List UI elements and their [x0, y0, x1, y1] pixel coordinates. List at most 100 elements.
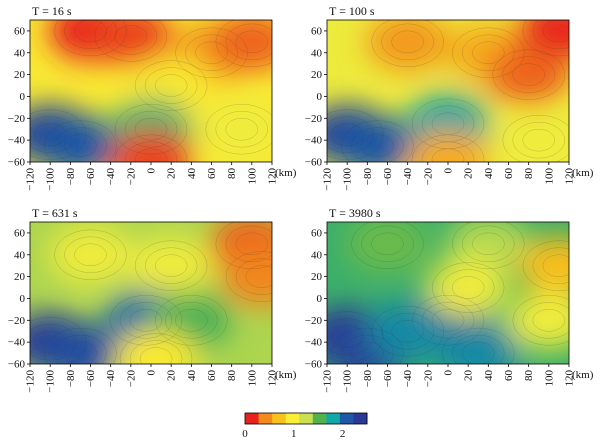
- x-tick-label: −120: [322, 370, 334, 393]
- contour-line: [64, 134, 97, 157]
- heatmap-region: [516, 235, 569, 296]
- contour-line: [327, 109, 384, 160]
- x-tick-label: 40: [483, 370, 495, 382]
- heatmap-field: [30, 20, 272, 162]
- contour-line: [361, 225, 414, 263]
- contour-line: [30, 116, 77, 153]
- contour-line: [104, 20, 158, 55]
- y-tick-label: −40: [8, 337, 26, 349]
- x-tick-label: 40: [186, 168, 198, 180]
- heatmap-field: [327, 222, 569, 364]
- contour-line: [33, 123, 67, 146]
- contour-line: [431, 309, 465, 332]
- x-tick-label: −20: [422, 370, 434, 388]
- contour-line: [30, 316, 87, 364]
- contour-line: [371, 232, 404, 256]
- contour-line: [30, 109, 87, 160]
- x-tick-label: −120: [322, 168, 334, 191]
- contour-line: [472, 232, 505, 256]
- contour-line: [532, 20, 569, 50]
- contour-line: [64, 236, 117, 273]
- contour-line: [411, 134, 485, 162]
- contour-line: [30, 323, 77, 361]
- heatmap-region: [486, 44, 569, 105]
- x-tick-label: 20: [166, 370, 178, 382]
- colorbar-swatch: [339, 413, 354, 424]
- heatmap-region: [88, 20, 173, 67]
- x-tick-label: 20: [166, 168, 178, 180]
- y-tick-label: −20: [8, 315, 26, 327]
- heatmap-region: [496, 110, 569, 162]
- y-tick-label: 40: [311, 249, 323, 261]
- contour-line: [532, 247, 569, 284]
- contour-line: [391, 30, 424, 54]
- contour-line: [331, 327, 404, 364]
- contour-line: [351, 341, 384, 364]
- panel-title: T = 631 s: [32, 206, 78, 220]
- x-tick-label: −40: [402, 168, 414, 186]
- colorbar-label: 2: [340, 428, 346, 440]
- x-tick-label: 0: [443, 168, 455, 174]
- contour-line: [225, 225, 272, 263]
- colorbar-frame: [244, 412, 368, 425]
- contour-line: [54, 20, 127, 57]
- x-axis-label: (km): [275, 369, 297, 381]
- contour-line: [441, 269, 495, 306]
- contour-line: [431, 262, 505, 313]
- x-tick-label: −60: [85, 168, 97, 186]
- panel-title: T = 16 s: [32, 4, 72, 18]
- y-tick-label: −40: [305, 337, 323, 349]
- contour-line: [94, 20, 168, 62]
- x-tick-label: 20: [463, 370, 475, 382]
- x-tick-label: 0: [146, 168, 158, 174]
- contour-line: [502, 114, 569, 162]
- contour-line: [235, 232, 269, 256]
- contour-line: [341, 334, 394, 364]
- x-tick-label: 60: [503, 370, 515, 382]
- contour-line: [492, 49, 565, 100]
- contour-line: [512, 295, 569, 346]
- contour-line: [155, 295, 228, 346]
- contour-line: [64, 341, 97, 364]
- colorbar-swatch: [312, 413, 327, 424]
- x-tick-label: −40: [402, 370, 414, 388]
- x-axis-label: (km): [572, 167, 594, 179]
- contour-line: [33, 330, 67, 354]
- x-tick-label: 120: [564, 370, 576, 387]
- contour-line: [462, 225, 515, 263]
- contour-line: [542, 20, 569, 43]
- contour-line: [215, 222, 272, 270]
- x-tick-label: 80: [226, 370, 238, 382]
- contour-line: [522, 240, 569, 291]
- x-tick-label: 20: [463, 168, 475, 180]
- heatmap-region: [406, 129, 490, 162]
- x-tick-label: −80: [65, 370, 77, 388]
- contour-line: [502, 56, 555, 93]
- contour-line: [195, 41, 228, 64]
- contour-line: [44, 120, 117, 162]
- heatmap-field: [327, 20, 569, 162]
- contour-line: [512, 121, 565, 159]
- contour-line: [452, 27, 525, 78]
- x-tick-label: 100: [543, 370, 555, 387]
- heatmap-region: [109, 129, 193, 162]
- x-tick-label: 0: [443, 370, 455, 376]
- colorbar-label: 0: [242, 428, 248, 440]
- x-tick-label: −120: [25, 168, 37, 191]
- x-tick-label: −80: [65, 168, 77, 186]
- colorbar: 0 1 2: [242, 412, 368, 440]
- heatmap-region: [48, 224, 133, 285]
- contour-line: [421, 105, 475, 142]
- contour-line: [421, 141, 475, 162]
- contour-line: [327, 318, 374, 355]
- contour-line: [442, 327, 515, 364]
- colorbar-swatch: [272, 413, 287, 424]
- heatmap-region: [345, 222, 430, 274]
- x-axis-label: (km): [572, 369, 594, 381]
- contour-line: [225, 23, 272, 61]
- heatmap-field: [30, 222, 272, 364]
